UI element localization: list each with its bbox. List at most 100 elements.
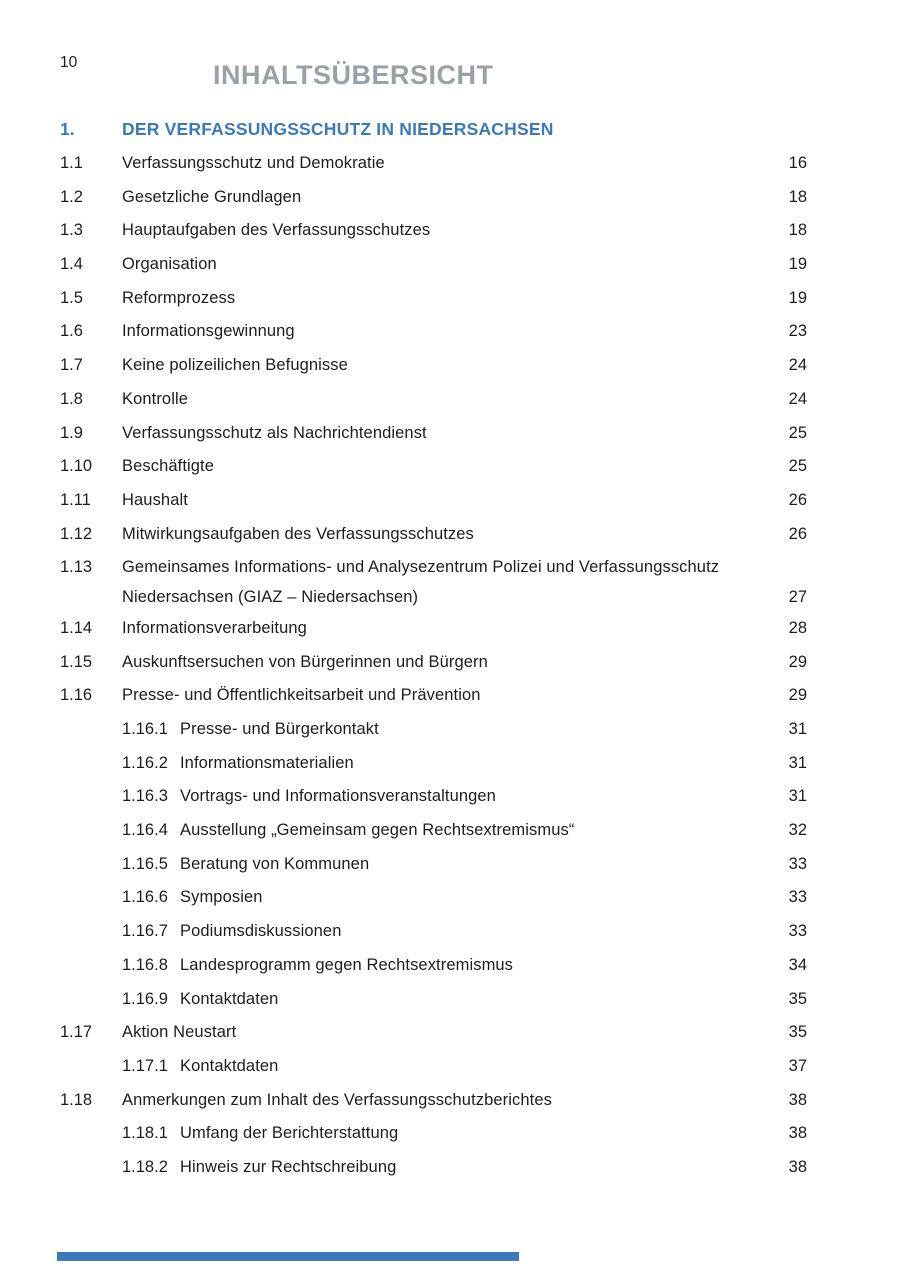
toc-entry-page: 33 — [788, 888, 807, 907]
footer-accent-bar — [57, 1252, 519, 1261]
toc-row: 1.12 Mitwirkungsaufgaben des Verfassungs… — [0, 518, 900, 552]
toc-row: 1.6 Informationsgewinnung 23 — [0, 315, 900, 349]
toc-entry-page: 24 — [788, 389, 807, 408]
toc-entry-page: 16 — [788, 154, 807, 172]
toc-entry-label: Informationsgewinnung — [122, 322, 295, 341]
toc-entry-number: 1.2 — [60, 187, 83, 206]
toc-row: 1.17.1 Kontaktdaten 37 — [0, 1050, 900, 1084]
toc-entry-page: 35 — [788, 1023, 807, 1042]
toc-entry-number: 1.17.1 — [122, 1056, 168, 1075]
toc-entry-page: 24 — [788, 356, 807, 375]
toc-row: 1.9 Verfassungsschutz als Nachrichtendie… — [0, 417, 900, 451]
toc-entry-label: Gemeinsames Informations- und Analysezen… — [122, 558, 720, 577]
toc-entry-label: Auskunftsersuchen von Bürgerinnen und Bü… — [122, 652, 488, 671]
toc-entry-page: 28 — [788, 618, 807, 637]
toc-entry-label: Informationsmaterialien — [180, 753, 354, 772]
toc-entry-number: 1.10 — [60, 457, 93, 476]
toc-entry-number: 1.1 — [60, 154, 83, 172]
toc-row: 1.14 Informationsverarbeitung 28 — [0, 612, 900, 646]
toc-row: 1.3 Hauptaufgaben des Verfassungsschutze… — [0, 214, 900, 248]
toc-entry-number: 1.16 — [60, 686, 93, 705]
toc-entry-number: 1.16.2 — [122, 753, 168, 772]
toc-row: 1.16.3 Vortrags- und Informationsveranst… — [0, 780, 900, 814]
toc-entry-page: 27 — [788, 587, 807, 606]
toc-entry-number: 1.16.3 — [122, 787, 168, 806]
toc-entry-number: 1.13 — [60, 558, 93, 577]
toc-entry-label: Gesetzliche Grundlagen — [122, 187, 302, 206]
toc-row: 1.1 Verfassungsschutz und Demokratie 16 — [0, 147, 900, 181]
toc-entry-label: Beschäftigte — [122, 457, 215, 476]
toc-entry-page: 26 — [788, 524, 807, 543]
toc-row: 1.17 Aktion Neustart 35 — [0, 1016, 900, 1050]
toc-row: 1.16.9 Kontaktdaten 35 — [0, 983, 900, 1017]
toc-entry-number: 1.7 — [60, 356, 83, 375]
toc-entry-page: 34 — [788, 955, 807, 974]
toc-row: 1.10 Beschäftigte 25 — [0, 450, 900, 484]
toc-row: 1.16.8 Landesprogramm gegen Rechtsextrem… — [0, 949, 900, 983]
toc-entry-number: 1.16.9 — [122, 989, 168, 1008]
toc-entry-number: 1.18.1 — [122, 1124, 168, 1143]
toc-entry-page: 18 — [788, 187, 807, 206]
table-of-contents: 1.1 Verfassungsschutz und Demokratie 16 … — [0, 147, 900, 1185]
toc-entry-label: Vortrags- und Informationsveranstaltunge… — [180, 787, 496, 806]
toc-entry-label: Presse- und Bürgerkontakt — [180, 720, 379, 738]
toc-row: 1.5 Reformprozess 19 — [0, 282, 900, 316]
toc-row: 1.15 Auskunftsersuchen von Bürgerinnen u… — [0, 646, 900, 680]
toc-row: 1.16.7 Podiumsdiskussionen 33 — [0, 915, 900, 949]
toc-entry-label: Anmerkungen zum Inhalt des Verfassungssc… — [122, 1090, 552, 1109]
section-heading: 1. DER VERFASSUNGSSCHUTZ IN NIEDERSACHSE… — [0, 119, 900, 139]
toc-entry-label: Informationsverarbeitung — [122, 618, 307, 637]
toc-row: 1.8 Kontrolle 24 — [0, 383, 900, 417]
toc-row: 1.16.6 Symposien 33 — [0, 881, 900, 915]
toc-entry-page: 31 — [788, 787, 807, 806]
toc-row: 1.11 Haushalt 26 — [0, 484, 900, 518]
toc-entry-label: Ausstellung „Gemeinsam gegen Rechtsextre… — [180, 821, 575, 840]
toc-entry-label: Symposien — [180, 888, 263, 907]
toc-entry-page: 19 — [788, 255, 807, 274]
toc-entry-label: Hauptaufgaben des Verfassungsschutzes — [122, 221, 431, 240]
toc-entry-page: 38 — [788, 1157, 807, 1176]
toc-entry-label: Keine polizeilichen Befugnisse — [122, 356, 348, 375]
toc-entry-label: Reformprozess — [122, 288, 236, 307]
toc-entry-label: Presse- und Öffentlichkeitsarbeit und Pr… — [122, 686, 481, 705]
toc-entry-number: 1.16.1 — [122, 720, 168, 738]
toc-entry-label: Haushalt — [122, 490, 188, 509]
toc-entry-number: 1.16.7 — [122, 922, 168, 941]
toc-entry-page: 31 — [788, 720, 807, 738]
toc-entry-page: 35 — [788, 989, 807, 1008]
toc-entry-number: 1.9 — [60, 423, 83, 442]
toc-entry-page: 31 — [788, 753, 807, 772]
toc-entry-page: 32 — [788, 821, 807, 840]
toc-entry-label: Kontrolle — [122, 389, 189, 408]
toc-entry-page: 29 — [788, 686, 807, 705]
toc-entry-page: 37 — [788, 1056, 807, 1075]
toc-entry-number: 1.16.8 — [122, 955, 168, 974]
toc-entry-number: 1.14 — [60, 618, 93, 637]
toc-entry-number: 1.18 — [60, 1090, 93, 1109]
toc-entry-page: 18 — [788, 221, 807, 240]
toc-entry-page: 25 — [788, 457, 807, 476]
toc-row: 1.16.4 Ausstellung „Gemeinsam gegen Rech… — [0, 814, 900, 848]
toc-entry-page: 33 — [788, 854, 807, 873]
toc-row: 1.2 Gesetzliche Grundlagen 18 — [0, 181, 900, 215]
toc-entry-number: 1.6 — [60, 322, 83, 341]
toc-entry-label: Mitwirkungsaufgaben des Verfassungsschut… — [122, 524, 474, 543]
toc-row: 1.18.1 Umfang der Berichterstattung 38 — [0, 1117, 900, 1151]
toc-entry-number: 1.16.5 — [122, 854, 168, 873]
section-number: 1. — [60, 119, 75, 139]
toc-entry-number: 1.16.6 — [122, 888, 168, 907]
toc-entry-page: 38 — [788, 1124, 807, 1143]
toc-entry-number: 1.8 — [60, 389, 83, 408]
toc-row: 1.4 Organisation 19 — [0, 248, 900, 282]
toc-row: 1.7 Keine polizeilichen Befugnisse 24 — [0, 349, 900, 383]
toc-entry-page: 25 — [788, 423, 807, 442]
toc-entry-label: Landesprogramm gegen Rechtsextremismus — [180, 955, 514, 974]
toc-entry-label: Aktion Neustart — [122, 1023, 237, 1042]
toc-entry-label: Kontaktdaten — [180, 1056, 279, 1075]
toc-entry-label: Verfassungsschutz als Nachrichtendienst — [122, 423, 427, 442]
toc-row: 1.13 Gemeinsames Informations- und Analy… — [0, 551, 900, 585]
toc-entry-label: Beratung von Kommunen — [180, 854, 370, 873]
toc-entry-label: Verfassungsschutz und Demokratie — [122, 154, 385, 172]
toc-entry-number: 1.5 — [60, 288, 83, 307]
toc-entry-number: 1.17 — [60, 1023, 93, 1042]
